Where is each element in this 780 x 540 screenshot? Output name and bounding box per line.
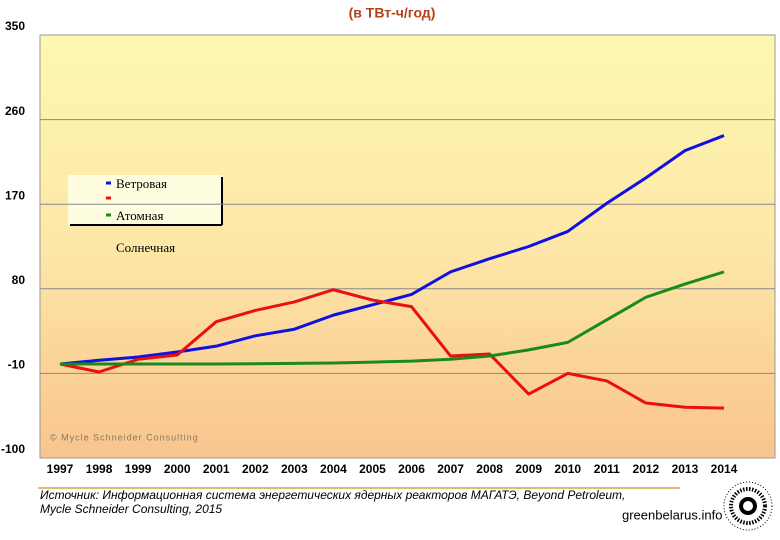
x-tick-label: 2008 <box>476 462 503 476</box>
y-tick-label: -100 <box>1 442 25 456</box>
y-tick-label: -10 <box>8 358 26 372</box>
line <box>59 288 725 410</box>
line <box>59 134 725 366</box>
x-tick-label: 1998 <box>86 462 113 476</box>
x-tick-label: 2004 <box>320 462 347 476</box>
y-tick-label: 350 <box>5 19 25 33</box>
x-tick-label: 2002 <box>242 462 269 476</box>
legend-label: Ветровая <box>116 176 167 191</box>
y-tick-label: 260 <box>5 104 25 118</box>
x-tick-label: 2003 <box>281 462 308 476</box>
y-tick-label: 80 <box>12 273 26 287</box>
x-tick-label: 2007 <box>437 462 464 476</box>
x-tick-label: 2014 <box>711 462 738 476</box>
line <box>60 270 725 366</box>
chart-subtitle: (в ТВт-ч/год) <box>349 5 436 21</box>
x-tick-label: 1999 <box>125 462 152 476</box>
logo <box>723 481 773 531</box>
y-tick-label: 170 <box>5 188 25 202</box>
x-tick-label: 2011 <box>594 462 620 476</box>
source: Источник: Информационная система энергет… <box>40 488 626 516</box>
x-tick-label: 2010 <box>554 462 581 476</box>
legend-box <box>68 175 222 225</box>
plot-area <box>39 34 776 459</box>
site: greenbelarus.info <box>622 507 722 522</box>
legend-label: Атомная <box>116 208 163 223</box>
x-tick-label: 2012 <box>633 462 660 476</box>
source-box: Источник: Информационная система энергет… <box>40 488 626 516</box>
legend-note: Солнечная <box>116 240 175 255</box>
x-tick-label: 1997 <box>47 462 74 476</box>
x-tick-label: 2000 <box>164 462 191 476</box>
x-tick-label: 2009 <box>515 462 542 476</box>
watermark: © Mycle Schneider Consulting <box>50 432 199 442</box>
x-tick-label: 2005 <box>359 462 386 476</box>
x-tick-label: 2006 <box>398 462 425 476</box>
x-tick-label: 2013 <box>672 462 699 476</box>
x-tick-label: 2001 <box>203 462 230 476</box>
